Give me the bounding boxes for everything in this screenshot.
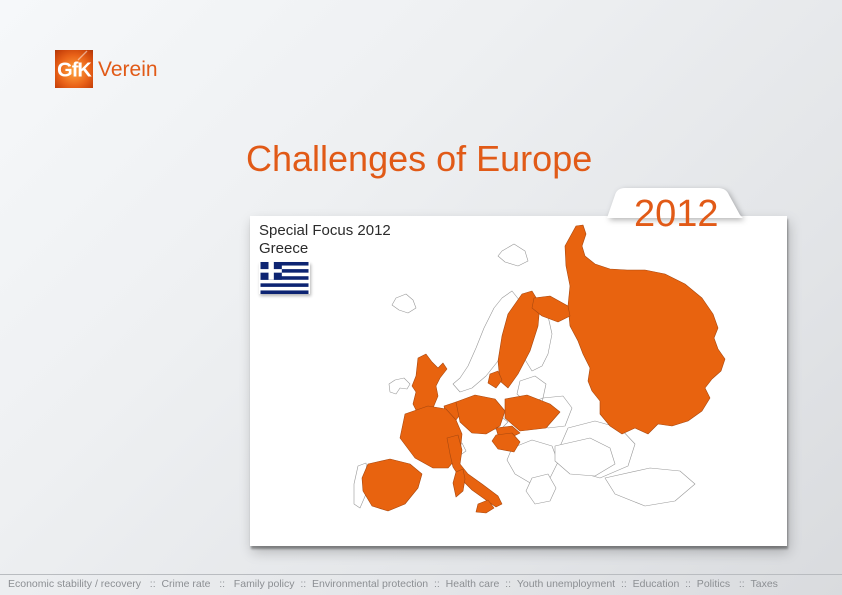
svg-text:GfK: GfK <box>57 60 92 82</box>
